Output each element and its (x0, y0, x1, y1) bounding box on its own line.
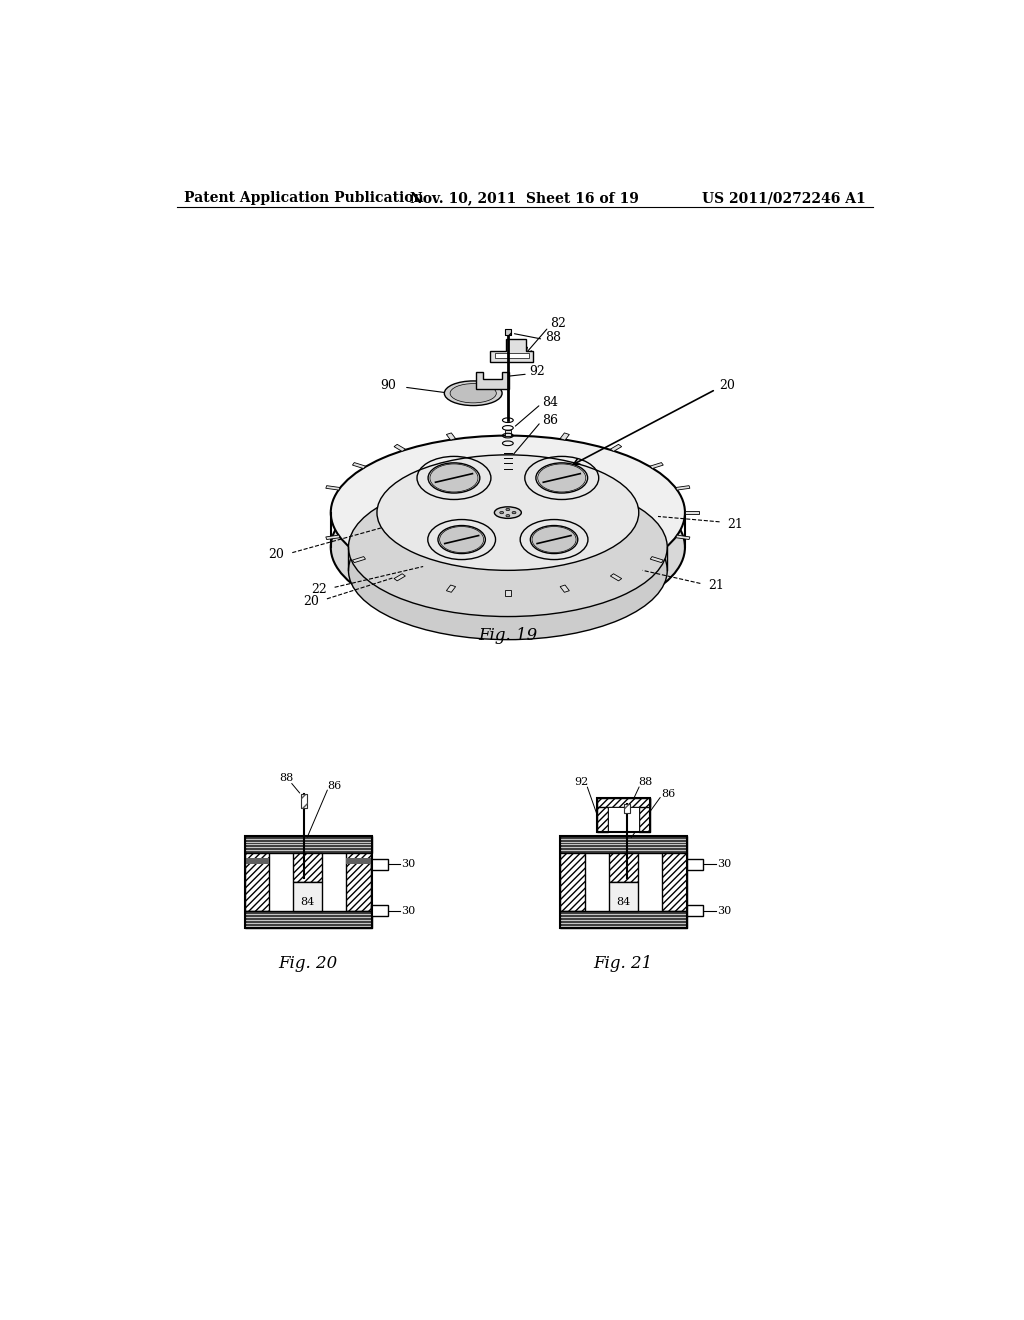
Ellipse shape (444, 381, 502, 405)
Text: 82: 82 (550, 317, 566, 330)
Polygon shape (560, 433, 569, 440)
Text: 21: 21 (708, 579, 724, 593)
Bar (371, 859, 388, 870)
Polygon shape (326, 486, 340, 490)
Polygon shape (610, 445, 622, 451)
Text: 30: 30 (717, 906, 731, 916)
Ellipse shape (532, 527, 577, 553)
Text: 86: 86 (543, 413, 558, 426)
Ellipse shape (506, 515, 510, 517)
Polygon shape (490, 339, 534, 363)
Bar (608, 807, 639, 832)
Bar (245, 853, 269, 911)
Text: 20: 20 (303, 594, 319, 607)
Bar (245, 911, 372, 928)
Text: 86: 86 (328, 781, 342, 791)
Text: Patent Application Publication: Patent Application Publication (184, 191, 424, 206)
Polygon shape (676, 486, 690, 490)
Bar (597, 797, 608, 832)
Text: 21: 21 (727, 517, 743, 531)
Polygon shape (650, 462, 664, 469)
Text: Fig. 19: Fig. 19 (478, 627, 538, 644)
Bar (245, 858, 269, 863)
Text: 84: 84 (543, 396, 558, 409)
Text: Fig. 20: Fig. 20 (279, 954, 337, 972)
Bar (293, 853, 323, 882)
Polygon shape (685, 511, 698, 513)
Polygon shape (394, 445, 406, 451)
Bar (505, 329, 511, 335)
Bar (686, 859, 703, 870)
Polygon shape (676, 535, 690, 540)
Ellipse shape (348, 502, 668, 640)
Ellipse shape (331, 470, 685, 624)
Text: Nov. 10, 2011  Sheet 16 of 19: Nov. 10, 2011 Sheet 16 of 19 (411, 191, 639, 206)
Text: 88: 88 (638, 777, 652, 787)
Ellipse shape (348, 478, 668, 616)
Polygon shape (352, 557, 366, 562)
Text: 20: 20 (720, 379, 735, 392)
Bar (346, 858, 371, 863)
Bar (639, 797, 649, 832)
Text: 20: 20 (268, 548, 285, 561)
Text: Fig. 21: Fig. 21 (594, 954, 653, 972)
Bar (560, 836, 687, 853)
Ellipse shape (377, 455, 639, 570)
Polygon shape (475, 372, 509, 389)
Ellipse shape (512, 511, 516, 513)
Text: US 2011/0272246 A1: US 2011/0272246 A1 (702, 191, 866, 206)
Polygon shape (326, 535, 340, 540)
Polygon shape (394, 574, 406, 581)
Bar (371, 906, 388, 916)
Polygon shape (446, 433, 456, 440)
Bar (560, 853, 585, 911)
Bar (301, 793, 307, 808)
Polygon shape (610, 574, 622, 581)
Polygon shape (505, 429, 511, 436)
Text: 30: 30 (401, 906, 416, 916)
Text: 22: 22 (311, 583, 327, 597)
Bar (625, 804, 631, 813)
Bar (625, 804, 631, 813)
Text: 84: 84 (616, 898, 631, 907)
Polygon shape (495, 354, 528, 358)
Ellipse shape (439, 527, 483, 553)
Polygon shape (560, 585, 569, 593)
Bar (301, 793, 307, 808)
Text: 92: 92 (573, 777, 588, 787)
Bar (245, 836, 372, 928)
Ellipse shape (451, 384, 497, 403)
Ellipse shape (495, 507, 521, 519)
Ellipse shape (430, 463, 478, 492)
Bar (346, 853, 371, 911)
Polygon shape (505, 590, 511, 595)
Ellipse shape (538, 463, 586, 492)
Bar (686, 906, 703, 916)
Ellipse shape (506, 508, 510, 511)
Bar (662, 853, 686, 911)
Text: 92: 92 (529, 366, 545, 379)
Text: 30: 30 (401, 859, 416, 870)
Text: 84: 84 (300, 898, 314, 907)
Text: 88: 88 (545, 330, 561, 343)
Text: 30: 30 (717, 859, 731, 870)
Polygon shape (446, 585, 456, 593)
Text: 88: 88 (280, 774, 294, 783)
Bar (608, 882, 638, 911)
Bar (560, 911, 687, 928)
Bar (608, 853, 638, 882)
Ellipse shape (331, 436, 685, 590)
Bar (560, 836, 687, 928)
Bar (597, 797, 649, 832)
Text: 86: 86 (660, 788, 675, 799)
Polygon shape (352, 462, 366, 469)
Bar (293, 882, 323, 911)
Polygon shape (650, 557, 664, 562)
Bar (245, 836, 372, 853)
Text: 90: 90 (380, 379, 396, 392)
Bar (505, 329, 511, 335)
Bar (597, 797, 649, 807)
Ellipse shape (500, 511, 504, 513)
